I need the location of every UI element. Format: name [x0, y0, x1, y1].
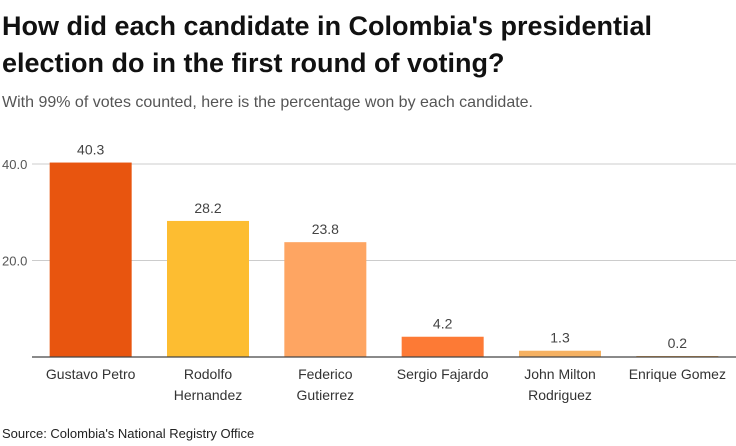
bar [284, 242, 367, 357]
bar-value-label: 0.2 [668, 335, 688, 351]
y-tick-label: 40.0 [2, 157, 27, 172]
chart-title: How did each candidate in Colombia's pre… [2, 11, 653, 78]
category-label: Sergio Fajardo [397, 366, 489, 382]
bar [519, 350, 601, 357]
category-label: Hernandez [174, 387, 243, 403]
category-label: Gutierrez [297, 387, 355, 403]
chart-subtitle: With 99% of votes counted, here is the p… [2, 94, 533, 111]
category-label: Gustavo Petro [46, 366, 136, 382]
bar-value-label: 28.2 [194, 200, 221, 216]
bar-value-label: 23.8 [312, 221, 339, 237]
bar [49, 162, 132, 357]
y-tick-label: 20.0 [2, 254, 27, 269]
source-note: Source: Colombia's National Registry Off… [2, 426, 255, 441]
bar-value-label: 4.2 [433, 316, 453, 332]
category-label: John Milton [524, 366, 596, 382]
bar-value-label: 1.3 [550, 330, 570, 346]
category-label: Enrique Gomez [629, 366, 726, 382]
bar [401, 336, 484, 357]
bar-value-label: 40.3 [77, 142, 104, 158]
category-label: Federico [298, 366, 353, 382]
category-label: Rodriguez [528, 387, 592, 403]
category-label: Rodolfo [184, 366, 232, 382]
bar [167, 220, 249, 357]
